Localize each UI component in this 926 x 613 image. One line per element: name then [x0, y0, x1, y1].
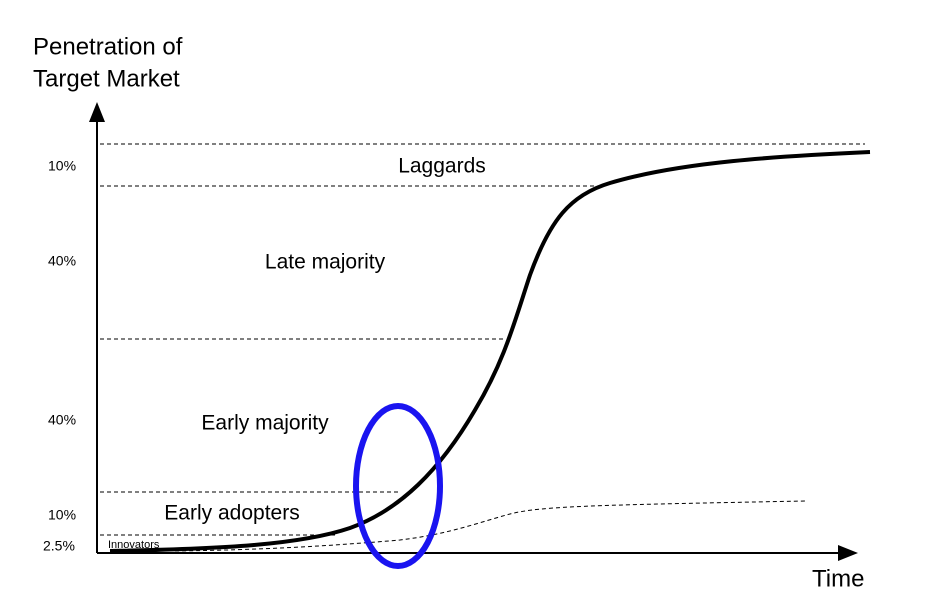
segment-label: Laggards	[398, 155, 486, 178]
segment-label: Innovators	[108, 539, 160, 551]
s-curve	[109, 150, 871, 553]
segment-label: Early adopters	[164, 502, 299, 525]
segment-label: Early majority	[201, 412, 329, 435]
segment-share: 10%	[48, 158, 76, 174]
x-axis-label: Time	[812, 565, 864, 592]
segment-share: 2.5%	[43, 538, 75, 554]
y-axis-label: Target Market	[33, 65, 180, 92]
segment-share: 40%	[48, 412, 76, 428]
segment-label: Late majority	[265, 251, 386, 274]
segment-share: 10%	[48, 507, 76, 523]
chasm-highlight	[353, 403, 443, 569]
y-axis-label: Penetration of	[33, 33, 183, 60]
segment-share: 40%	[48, 253, 76, 269]
